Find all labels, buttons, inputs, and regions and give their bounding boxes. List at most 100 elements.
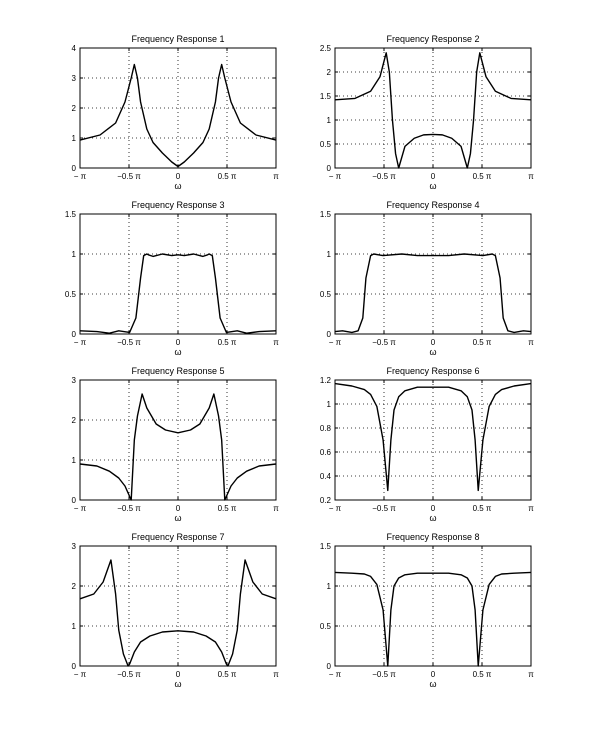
y-tick-label: 1 bbox=[327, 582, 332, 591]
y-tick-label: 0 bbox=[327, 164, 332, 173]
x-tick-label: 0 bbox=[176, 172, 181, 181]
chart-title: Frequency Response 6 bbox=[386, 366, 479, 376]
x-tick-label: π bbox=[273, 172, 279, 181]
x-axis-label: ω bbox=[429, 347, 436, 357]
chart-title: Frequency Response 2 bbox=[386, 34, 479, 44]
chart-panel-2: − π −0.5 π 0 0.5 π π 0 0.5 1 1.5 2 2.5 Frequency Re… bbox=[320, 34, 534, 191]
x-tick-label: −0.5 π bbox=[117, 670, 141, 679]
x-tick-label: 0 bbox=[431, 172, 436, 181]
x-tick-label: π bbox=[273, 504, 279, 513]
y-tick-label: 0.5 bbox=[65, 290, 77, 299]
response-curve bbox=[334, 571, 532, 667]
y-tick-label: 1 bbox=[72, 456, 77, 465]
chart-panel-4: − π −0.5 π 0 0.5 π π 0 0.5 1 1.5 Frequency Respon… bbox=[320, 200, 534, 357]
x-tick-label: − π bbox=[74, 172, 87, 181]
x-axis-label: ω bbox=[174, 513, 181, 523]
y-tick-label: 1 bbox=[327, 116, 332, 125]
x-axis-label: ω bbox=[429, 679, 436, 689]
response-curve bbox=[79, 393, 277, 501]
y-tick-label: 2 bbox=[72, 416, 77, 425]
x-tick-label: − π bbox=[74, 338, 87, 347]
y-tick-label: 2 bbox=[327, 68, 332, 77]
chart-title: Frequency Response 5 bbox=[131, 366, 224, 376]
x-tick-label: −0.5 π bbox=[117, 172, 141, 181]
response-curve bbox=[79, 559, 277, 667]
x-tick-label: 0 bbox=[431, 670, 436, 679]
x-tick-label: π bbox=[528, 172, 534, 181]
chart-panel-7: − π −0.5 π 0 0.5 π π 0 1 2 3 Frequency Response 7… bbox=[72, 532, 280, 689]
x-tick-label: 0.5 π bbox=[473, 670, 492, 679]
x-tick-label: 0 bbox=[176, 504, 181, 513]
y-tick-label: 1 bbox=[72, 134, 77, 143]
y-tick-label: 1.5 bbox=[65, 210, 77, 219]
chart-panel-3: − π −0.5 π 0 0.5 π π 0 0.5 1 1.5 Frequency Respon… bbox=[65, 200, 279, 357]
x-tick-label: − π bbox=[329, 504, 342, 513]
y-tick-label: 1 bbox=[327, 250, 332, 259]
y-tick-label: 2.5 bbox=[320, 44, 332, 53]
y-tick-label: 0.5 bbox=[320, 140, 332, 149]
y-tick-label: 0.2 bbox=[320, 496, 332, 505]
y-tick-label: 0.5 bbox=[320, 622, 332, 631]
x-tick-label: − π bbox=[329, 172, 342, 181]
x-axis-label: ω bbox=[429, 513, 436, 523]
x-tick-label: −0.5 π bbox=[372, 338, 396, 347]
chart-panel-8: − π −0.5 π 0 0.5 π π 0 0.5 1 1.5 Frequency Respon… bbox=[320, 532, 534, 689]
x-tick-label: π bbox=[528, 670, 534, 679]
y-tick-label: 0 bbox=[327, 330, 332, 339]
y-tick-label: 0 bbox=[72, 164, 77, 173]
x-tick-label: −0.5 π bbox=[117, 338, 141, 347]
y-tick-label: 0 bbox=[72, 330, 77, 339]
x-tick-label: − π bbox=[74, 504, 87, 513]
chart-title: Frequency Response 4 bbox=[386, 200, 479, 210]
x-tick-label: 0.5 π bbox=[218, 670, 237, 679]
y-tick-label: 1.5 bbox=[320, 92, 332, 101]
y-tick-label: 1.5 bbox=[320, 542, 332, 551]
response-curve bbox=[334, 253, 532, 334]
x-tick-label: −0.5 π bbox=[372, 172, 396, 181]
x-axis-label: ω bbox=[174, 679, 181, 689]
y-tick-label: 1 bbox=[72, 622, 77, 631]
x-tick-label: 0 bbox=[431, 338, 436, 347]
x-tick-label: 0 bbox=[176, 670, 181, 679]
y-tick-label: 0 bbox=[72, 662, 77, 671]
x-tick-label: π bbox=[528, 338, 534, 347]
chart-title: Frequency Response 3 bbox=[131, 200, 224, 210]
x-tick-label: − π bbox=[329, 338, 342, 347]
chart-title: Frequency Response 7 bbox=[131, 532, 224, 542]
x-tick-label: −0.5 π bbox=[117, 504, 141, 513]
chart-panel-1: − π −0.5 π 0 0.5 π π 0 1 2 3 4 Frequency Response … bbox=[72, 34, 280, 191]
x-tick-label: −0.5 π bbox=[372, 504, 396, 513]
x-tick-label: 0 bbox=[431, 504, 436, 513]
x-tick-label: π bbox=[273, 338, 279, 347]
x-tick-label: 0.5 π bbox=[473, 172, 492, 181]
x-tick-label: − π bbox=[329, 670, 342, 679]
chart-title: Frequency Response 8 bbox=[386, 532, 479, 542]
chart-panel-6: − π −0.5 π 0 0.5 π π 0.2 0.4 0.6 0.8 1 1.2 Frequenc… bbox=[320, 366, 534, 523]
y-tick-label: 0.5 bbox=[320, 290, 332, 299]
x-tick-label: 0 bbox=[176, 338, 181, 347]
chart-panel-5: − π −0.5 π 0 0.5 π π 0 1 2 3 Frequency Response 5… bbox=[72, 366, 280, 523]
x-tick-label: 0.5 π bbox=[473, 504, 492, 513]
x-axis-label: ω bbox=[429, 181, 436, 191]
x-tick-label: 0.5 π bbox=[218, 338, 237, 347]
y-tick-label: 4 bbox=[72, 44, 77, 53]
y-tick-label: 3 bbox=[72, 74, 77, 83]
x-tick-label: 0.5 π bbox=[218, 172, 237, 181]
y-tick-label: 0 bbox=[72, 496, 77, 505]
y-tick-label: 0.6 bbox=[320, 448, 332, 457]
response-curve bbox=[334, 52, 532, 169]
x-axis-label: ω bbox=[174, 347, 181, 357]
x-tick-label: 0.5 π bbox=[218, 504, 237, 513]
y-tick-label: 0.4 bbox=[320, 472, 332, 481]
y-tick-label: 2 bbox=[72, 104, 77, 113]
y-tick-label: 1.2 bbox=[320, 376, 332, 385]
x-axis-label: ω bbox=[174, 181, 181, 191]
response-curve bbox=[79, 253, 277, 334]
x-tick-label: π bbox=[528, 504, 534, 513]
y-tick-label: 1 bbox=[72, 250, 77, 259]
y-tick-label: 3 bbox=[72, 376, 77, 385]
y-tick-label: 1.5 bbox=[320, 210, 332, 219]
x-tick-label: 0.5 π bbox=[473, 338, 492, 347]
y-tick-label: 0 bbox=[327, 662, 332, 671]
